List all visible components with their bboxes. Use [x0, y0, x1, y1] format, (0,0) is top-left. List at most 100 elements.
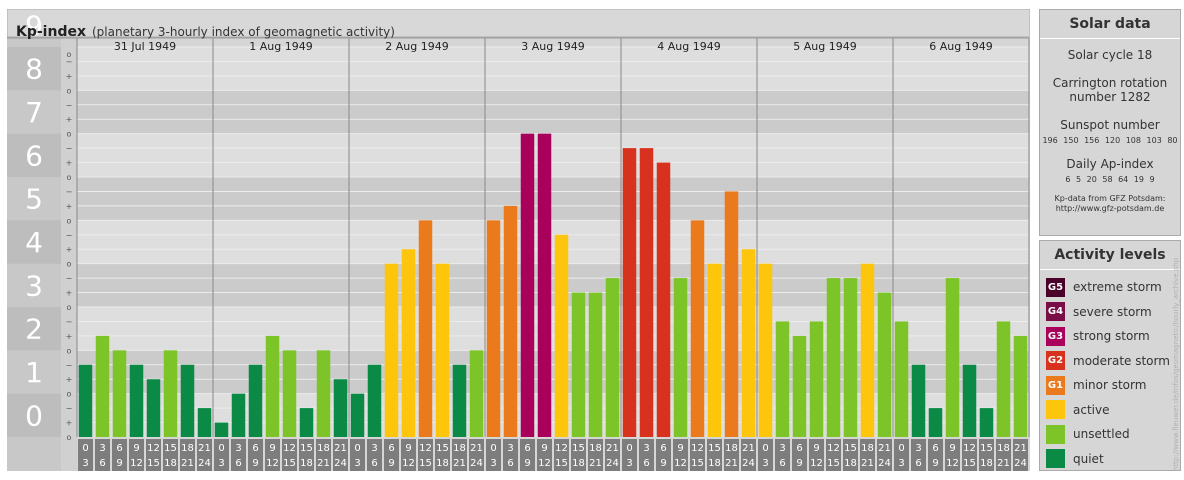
interval-start-label: 21: [470, 443, 483, 454]
kp-bar: [690, 220, 705, 437]
interval-start-label: 18: [725, 443, 738, 454]
day-label: 3 Aug 1949: [521, 40, 584, 53]
interval-start-label: 12: [963, 443, 976, 454]
interval-end-label: 24: [606, 458, 619, 469]
interval-end-label: 3: [218, 458, 224, 469]
interval-start-label: 3: [235, 443, 241, 454]
day-label: 31 Jul 1949: [114, 40, 176, 53]
kp-chart: 31 Jul 1949 1 Aug 1949 2 Aug 1949 3 Aug 194…: [7, 9, 1030, 471]
y-tick-label: 9: [25, 9, 43, 42]
sunspot-label: Sunspot number: [1060, 118, 1160, 132]
kp-bar: [775, 321, 790, 437]
kp-bar: [333, 379, 348, 437]
source-line1: Kp-data from GFZ Potsdam:: [1054, 194, 1166, 203]
minor-tick-label: −: [66, 187, 73, 196]
interval-start-label: 15: [164, 443, 177, 454]
y-tick-label: 5: [25, 183, 43, 216]
minor-tick-label: −: [66, 274, 73, 283]
interval-end-label: 15: [283, 458, 296, 469]
interval-end-label: 3: [82, 458, 88, 469]
interval-start-label: 6: [660, 443, 666, 454]
interval-start-label: 9: [677, 443, 683, 454]
kp-bar: [877, 292, 892, 437]
chart-header: Kp-index (planetary 3-hourly index of geo…: [16, 21, 395, 41]
interval-end-label: 15: [963, 458, 976, 469]
minor-tick-label: o: [67, 173, 72, 182]
activity-level-item: G2 moderate storm: [1040, 349, 1180, 374]
minor-tick-label: −: [66, 101, 73, 110]
interval-start-label: 6: [524, 443, 530, 454]
kp-bar: [265, 335, 280, 437]
interval-end-label: 18: [300, 458, 313, 469]
interval-box: [656, 439, 671, 471]
kp-bar: [163, 350, 178, 437]
activity-level-swatch: [1046, 449, 1065, 469]
interval-box: [418, 439, 433, 471]
kp-bar: [503, 205, 518, 437]
interval-end-label: 21: [453, 458, 466, 469]
minor-tick-label: +: [66, 245, 73, 254]
interval-end-label: 18: [844, 458, 857, 469]
y-tick-label: 6: [25, 139, 43, 172]
minor-tick-label: o: [67, 130, 72, 139]
kp-bar: [996, 321, 1011, 437]
interval-end-label: 6: [99, 458, 105, 469]
interval-box: [248, 439, 263, 471]
kp-bar: [350, 393, 365, 437]
interval-start-label: 15: [980, 443, 993, 454]
interval-end-label: 15: [691, 458, 704, 469]
interval-start-label: 18: [861, 443, 874, 454]
day-label: 4 Aug 1949: [657, 40, 720, 53]
kp-band: [77, 47, 1029, 91]
interval-end-label: 18: [980, 458, 993, 469]
kp-bar: [299, 408, 314, 437]
interval-box: [928, 439, 943, 471]
activity-level-item: G3 strong storm: [1040, 324, 1180, 349]
interval-box: [486, 439, 501, 471]
kp-bar: [724, 191, 739, 437]
interval-end-label: 9: [388, 458, 394, 469]
chart-header-bg: [7, 9, 1030, 38]
minor-tick-label: o: [67, 303, 72, 312]
kp-bar: [605, 278, 620, 437]
activity-level-item: G1 minor storm: [1040, 373, 1180, 398]
solar-cycle: Solar cycle 18: [1067, 48, 1153, 62]
interval-box: [231, 439, 246, 471]
interval-start-label: 18: [317, 443, 330, 454]
kp-bar: [520, 133, 535, 437]
source-link[interactable]: http://www.gfz-potsdam.de: [1055, 204, 1165, 213]
minor-tick-label: +: [66, 289, 73, 298]
interval-start-label: 3: [915, 443, 921, 454]
kp-bar: [486, 220, 501, 437]
interval-start-label: 12: [283, 443, 296, 454]
kp-band: [77, 90, 1029, 134]
interval-box: [163, 439, 178, 471]
interval-start-label: 9: [813, 443, 819, 454]
interval-start-label: 6: [252, 443, 258, 454]
activity-level-label: unsettled: [1073, 427, 1130, 442]
y-axis-band: [7, 393, 61, 437]
interval-end-label: 12: [946, 458, 959, 469]
interval-box: [146, 439, 161, 471]
activity-level-label: strong storm: [1073, 329, 1150, 344]
kp-bar: [78, 364, 93, 437]
interval-end-label: 9: [932, 458, 938, 469]
activity-level-swatch: G4: [1046, 302, 1065, 322]
minor-axis-bg: [61, 38, 77, 471]
interval-box: [333, 439, 348, 471]
kp-bar: [928, 408, 943, 437]
kp-bar: [741, 249, 756, 437]
minor-tick-label: −: [66, 144, 73, 153]
kp-bar: [588, 292, 603, 437]
minor-tick-label: −: [66, 231, 73, 240]
interval-start-label: 15: [572, 443, 585, 454]
interval-end-label: 12: [130, 458, 143, 469]
activity-level-swatch: [1046, 424, 1065, 444]
interval-start-label: 21: [334, 443, 347, 454]
interval-box: [367, 439, 382, 471]
chart-subtitle: (planetary 3-hourly index of geomagnetic…: [92, 25, 395, 39]
interval-box: [673, 439, 688, 471]
interval-end-label: 21: [997, 458, 1010, 469]
kp-bar: [248, 364, 263, 437]
kp-band: [77, 133, 1029, 177]
